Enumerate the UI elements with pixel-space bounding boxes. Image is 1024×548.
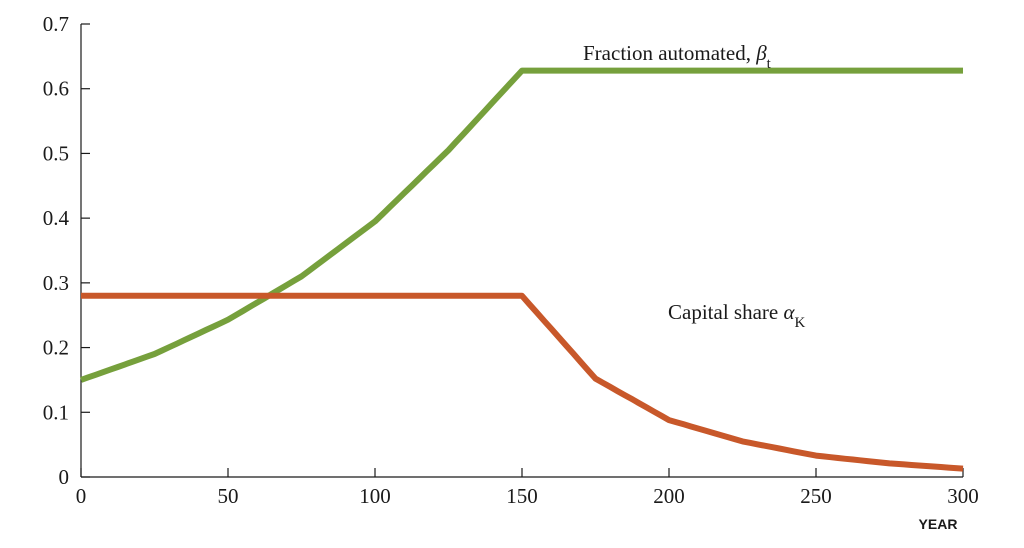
annotation-fraction-automated: Fraction automated, βt (583, 41, 772, 72)
x-tick-label: 50 (218, 484, 239, 508)
x-tick-label: 300 (947, 484, 979, 508)
y-tick-label: 0.5 (43, 141, 69, 165)
y-tick-label: 0.4 (43, 206, 70, 230)
x-axis-label: YEAR (919, 516, 958, 532)
series-line-fraction-automated (79, 67, 963, 383)
x-tick-label: 100 (359, 484, 391, 508)
axes: 0 0.1 0.2 0.3 0.4 0.5 0.6 0.7 0 50 100 150 200 250 300 (43, 12, 979, 508)
y-tick-label: 0 (59, 465, 70, 489)
x-tick-label: 200 (653, 484, 685, 508)
y-tick-label: 0.3 (43, 271, 69, 295)
x-tick-label: 0 (76, 484, 87, 508)
series-line-capital-share (81, 292, 964, 472)
x-tick-label: 250 (800, 484, 832, 508)
y-tick-label: 0.2 (43, 336, 69, 360)
annotation-capital-share: Capital share αK (668, 300, 806, 331)
y-tick-label: 0.6 (43, 77, 69, 101)
y-tick-label: 0.1 (43, 400, 69, 424)
x-tick-label: 150 (506, 484, 538, 508)
y-tick-label: 0.7 (43, 12, 69, 36)
series-layer (79, 67, 964, 472)
